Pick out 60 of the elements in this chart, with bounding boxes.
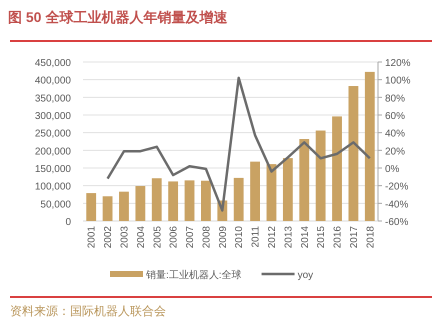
x-tick-label: 2004 xyxy=(136,226,147,248)
y2-tick-label: 80% xyxy=(385,93,406,104)
y2-tick-label: 100% xyxy=(385,76,411,87)
bar xyxy=(266,164,276,221)
y2-tick-label: 40% xyxy=(385,128,406,140)
y2-tick-label: 0% xyxy=(385,164,400,175)
y2-tick-label: 60% xyxy=(385,111,406,122)
x-tick-label: 2013 xyxy=(283,226,294,248)
bar xyxy=(168,181,178,221)
x-tick-label: 2015 xyxy=(316,226,328,248)
y-tick-label: 100,000 xyxy=(34,182,72,193)
bar xyxy=(102,196,112,221)
x-tick-label: 2003 xyxy=(119,226,130,248)
y2-tick-label: -40% xyxy=(385,199,408,210)
x-tick-label: 2006 xyxy=(168,226,180,248)
x-tick-label: 2018 xyxy=(365,226,376,248)
x-tick-label: 2009 xyxy=(218,226,229,248)
y-tick-label: 250,000 xyxy=(34,128,72,140)
bar xyxy=(184,180,194,221)
y-tick-label: 150,000 xyxy=(34,164,72,175)
bar xyxy=(135,186,146,221)
y-tick-label: 300,000 xyxy=(34,111,72,122)
y-tick-label: 350,000 xyxy=(34,93,72,104)
y-tick-label: 50,000 xyxy=(40,199,72,210)
bar xyxy=(234,178,244,221)
x-tick-label: 2014 xyxy=(300,226,311,248)
y-tick-label: 0 xyxy=(65,217,72,228)
y-tick-label: 450,000 xyxy=(34,58,72,69)
x-tick-label: 2008 xyxy=(201,226,212,248)
x-tick-label: 2017 xyxy=(348,226,360,248)
x-tick-label: 2011 xyxy=(250,226,262,248)
legend-label: yoy xyxy=(298,270,314,281)
x-tick-label: 2002 xyxy=(103,226,114,248)
y2-tick-label: 20% xyxy=(385,146,406,158)
legend-label: 销量:工业机器人:全球 xyxy=(145,269,242,281)
y-tick-label: 200,000 xyxy=(34,146,72,158)
bar xyxy=(348,86,358,221)
x-tick-label: 2012 xyxy=(266,226,278,248)
bar xyxy=(299,139,310,221)
bar xyxy=(250,162,260,221)
bar xyxy=(119,192,129,221)
x-tick-label: 2016 xyxy=(332,226,344,248)
x-tick-label: 2010 xyxy=(234,226,246,248)
bar xyxy=(364,72,375,221)
bar xyxy=(332,116,342,221)
bar xyxy=(201,180,211,221)
y2-tick-label: -20% xyxy=(385,182,408,193)
line-series xyxy=(106,76,372,212)
bar xyxy=(86,193,96,221)
bar xyxy=(282,158,293,221)
bar xyxy=(316,130,326,221)
x-tick-label: 2005 xyxy=(152,226,164,248)
text: 资料来源：国际机器人联合会 xyxy=(10,304,166,318)
y-tick-label: 400,000 xyxy=(34,76,72,87)
x-tick-label: 2001 xyxy=(86,226,98,248)
x-tick-label: 2007 xyxy=(185,226,196,248)
y2-tick-label: 120% xyxy=(385,58,411,69)
bar xyxy=(152,178,162,221)
y2-tick-label: -60% xyxy=(385,217,408,228)
chart-title: 图 50 全球工业机器人年销量及增速 xyxy=(8,9,228,25)
